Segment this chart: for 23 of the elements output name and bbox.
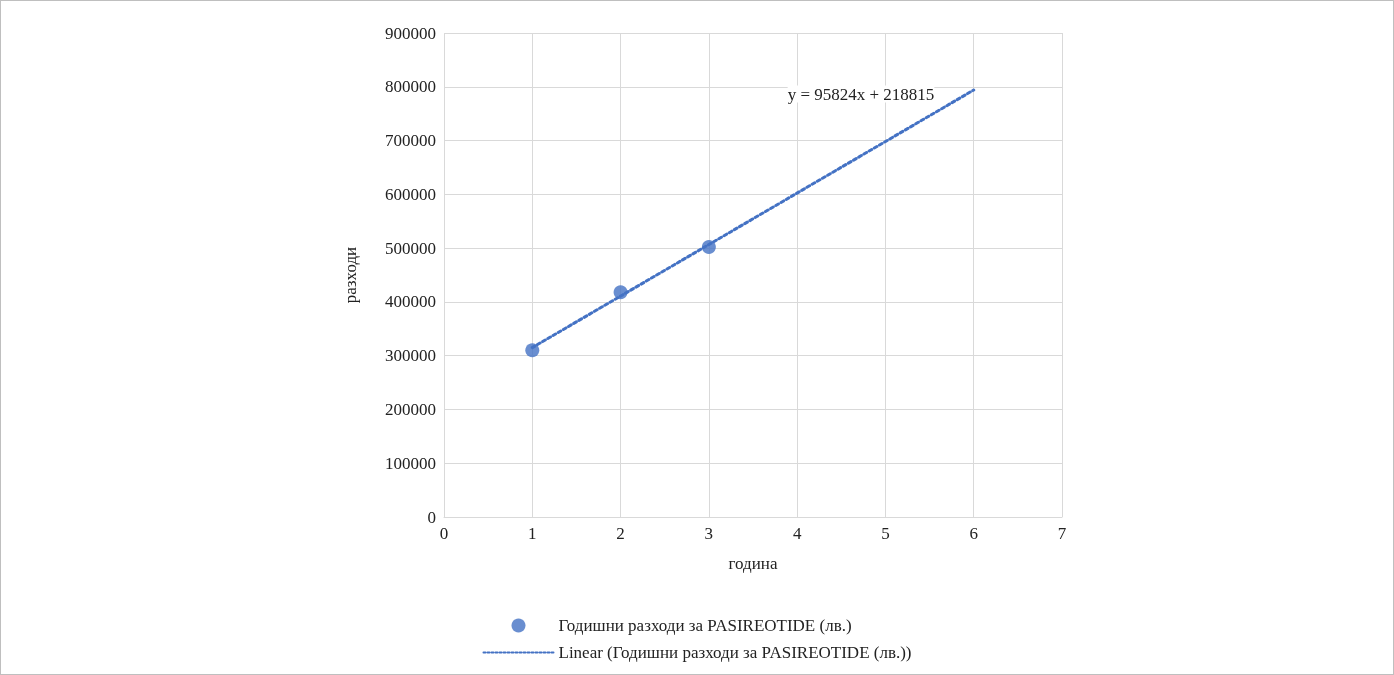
x-tick-label: 5	[881, 524, 890, 543]
y-tick-label: 700000	[385, 131, 436, 151]
annotation: y = 95824x + 218815	[787, 84, 935, 104]
x-tick-label: 0	[439, 524, 449, 543]
x-axis-title: година	[728, 554, 778, 573]
y-tick-label: 200000	[385, 399, 436, 419]
y-tick-label: 800000	[385, 77, 436, 97]
y-tick-label: 600000	[385, 184, 436, 204]
y-tick-label: 100000	[385, 453, 436, 473]
y-tick-label: 0	[427, 507, 436, 527]
x-tick-label: 3	[704, 524, 714, 543]
x-tick-label: 6	[969, 524, 978, 543]
x-tick-label: 7	[1057, 524, 1067, 543]
x-tick-label: 4	[792, 524, 802, 543]
y-tick-label: 500000	[385, 238, 436, 258]
y-axis-title: разходи	[341, 246, 360, 304]
x-tick-label: 1	[528, 524, 537, 543]
x-tick-label: 2	[616, 524, 625, 543]
y-tick-label: 900000	[385, 23, 436, 43]
y-tick-label: 300000	[385, 346, 436, 366]
legend-label: Linear (Годишни разходи за PASIREOTIDE (лв.))	[558, 643, 912, 662]
legend-label: Годишни разходи за PASIREOTIDE (лв.)	[558, 616, 852, 635]
y-tick-label: 400000	[385, 292, 436, 312]
